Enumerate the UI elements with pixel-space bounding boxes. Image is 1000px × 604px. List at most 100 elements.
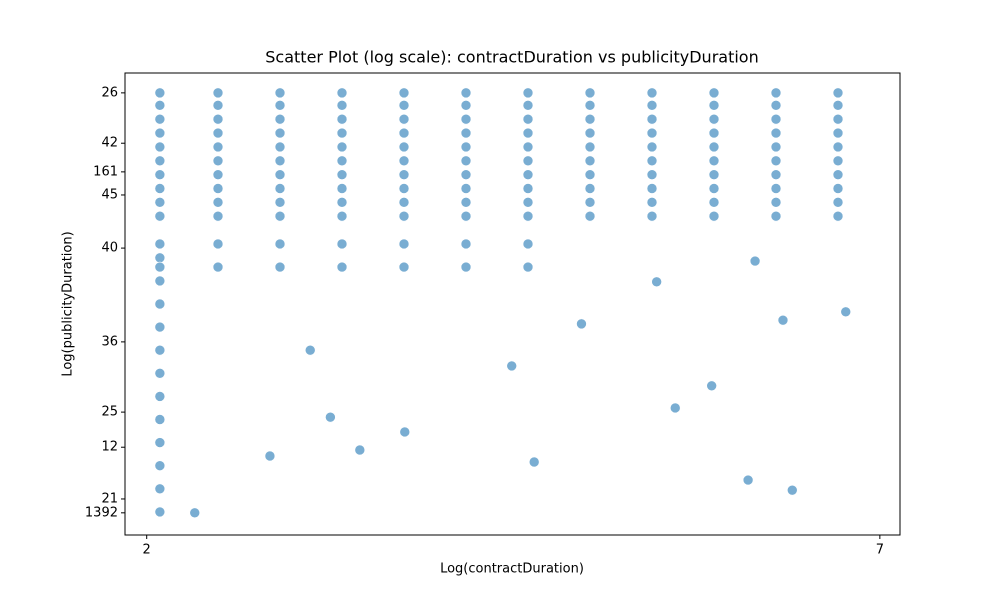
scatter-point <box>398 210 410 222</box>
scatter-point <box>522 100 534 111</box>
scatter-point <box>154 414 166 425</box>
scatter-point <box>460 183 472 194</box>
scatter-point <box>646 183 658 194</box>
scatter-point <box>154 210 166 222</box>
scatter-point <box>522 169 534 180</box>
scatter-point <box>154 391 166 402</box>
scatter-point <box>832 155 844 167</box>
scatter-point <box>832 210 844 222</box>
scatter-point <box>832 87 844 99</box>
scatter-point <box>460 100 472 111</box>
scatter-point <box>189 507 201 519</box>
scatter-point <box>274 197 286 208</box>
scatter-point <box>832 183 844 194</box>
x-tick-label: 2 <box>143 543 151 558</box>
scatter-point <box>154 252 166 264</box>
scatter-point <box>646 169 658 180</box>
scatter-point <box>646 210 658 222</box>
scatter-point <box>460 210 472 222</box>
scatter-point <box>651 276 662 288</box>
scatter-point <box>154 155 166 167</box>
scatter-point <box>770 169 782 180</box>
scatter-point <box>274 127 286 139</box>
scatter-point <box>832 100 844 111</box>
scatter-point <box>154 100 166 111</box>
scatter-point <box>212 87 224 99</box>
scatter-point <box>584 100 596 111</box>
scatter-point <box>154 344 166 356</box>
scatter-point <box>522 113 534 125</box>
scatter-point <box>708 100 720 111</box>
scatter-point <box>398 261 410 273</box>
scatter-point <box>708 113 720 125</box>
y-tick-label: 161 <box>93 164 118 179</box>
scatter-point <box>669 402 681 414</box>
scatter-point <box>336 141 348 153</box>
scatter-point <box>154 321 166 333</box>
scatter-point <box>154 238 166 250</box>
scatter-point <box>154 127 166 139</box>
scatter-point <box>786 484 798 496</box>
scatter-point <box>212 113 224 125</box>
scatter-point <box>154 483 166 495</box>
scatter-point <box>584 169 596 180</box>
y-tick-label: 21 <box>101 491 118 506</box>
scatter-point <box>398 127 410 139</box>
scatter-point <box>460 127 472 139</box>
y-tick-label: 45 <box>101 187 118 202</box>
scatter-point <box>522 155 534 167</box>
scatter-point <box>460 155 472 167</box>
scatter-point <box>274 87 286 99</box>
scatter-point <box>646 87 658 99</box>
y-tick-label: 12 <box>101 440 118 455</box>
scatter-point <box>832 141 844 153</box>
scatter-point <box>274 210 286 222</box>
scatter-point <box>522 87 534 99</box>
scatter-point <box>460 113 472 125</box>
scatter-point <box>708 197 720 208</box>
scatter-point <box>212 261 224 273</box>
scatter-point <box>336 261 348 273</box>
scatter-point <box>212 141 224 153</box>
y-tick-label: 36 <box>101 334 118 349</box>
scatter-point <box>274 238 286 250</box>
scatter-point <box>708 155 720 167</box>
y-axis-label: Log(publicityDuration) <box>61 231 76 376</box>
scatter-point <box>336 197 348 208</box>
scatter-point <box>212 210 224 222</box>
scatter-point <box>460 141 472 153</box>
scatter-point <box>212 197 224 208</box>
scatter-point <box>708 87 720 99</box>
scatter-point <box>528 456 540 468</box>
x-axis-label: Log(contractDuration) <box>440 562 584 577</box>
scatter-point <box>646 127 658 139</box>
scatter-point <box>770 113 782 125</box>
scatter-point <box>274 113 286 125</box>
scatter-point <box>154 169 166 180</box>
y-tick-label: 40 <box>101 241 118 256</box>
scatter-point <box>460 169 472 180</box>
scatter-point <box>646 155 658 167</box>
scatter-point <box>522 261 534 273</box>
scatter-point <box>770 210 782 222</box>
scatter-point <box>336 183 348 194</box>
scatter-point <box>584 210 596 222</box>
scatter-point <box>274 100 286 111</box>
scatter-point <box>274 261 286 273</box>
scatter-point <box>336 169 348 180</box>
scatter-point <box>832 113 844 125</box>
scatter-point <box>325 411 336 423</box>
scatter-point <box>154 183 166 194</box>
scatter-point <box>336 238 348 250</box>
scatter-point <box>398 87 410 99</box>
scatter-point <box>522 127 534 139</box>
scatter-point <box>336 87 348 99</box>
scatter-point <box>274 169 286 180</box>
scatter-point <box>398 169 410 180</box>
scatter-point <box>154 261 166 273</box>
scatter-point <box>212 238 224 250</box>
scatter-point <box>154 113 166 125</box>
scatter-point <box>770 87 782 99</box>
